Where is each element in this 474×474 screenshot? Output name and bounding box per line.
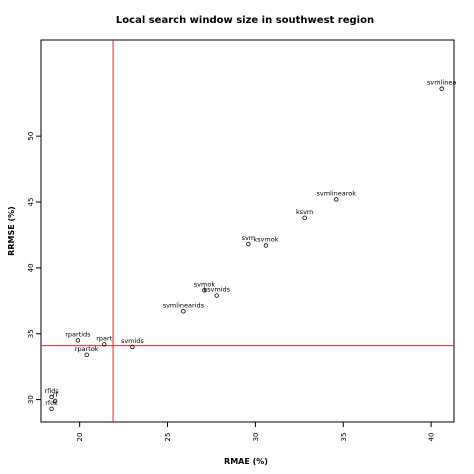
- scatter-point: [214, 293, 219, 298]
- point-label: ksvmok: [253, 235, 278, 243]
- point-label: rf: [53, 391, 59, 399]
- scatter-point: [102, 342, 107, 347]
- x-tick-label: 40: [428, 433, 436, 442]
- scatter-point: [75, 338, 81, 343]
- y-tick-label: 45: [27, 198, 35, 207]
- point-label: svm: [242, 234, 256, 242]
- point-label: rpartok: [75, 345, 99, 353]
- point-label: ksvm: [296, 208, 313, 216]
- point-label: svmlinearok: [316, 189, 356, 197]
- y-tick-label: 40: [27, 263, 35, 272]
- scatter-point: [130, 344, 135, 350]
- scatter-point: [181, 309, 186, 314]
- point-label: rpart: [96, 334, 112, 342]
- scatter-point: [439, 86, 444, 91]
- x-axis-label: RMAE (%): [224, 457, 268, 466]
- point-label: svmlinea: [427, 79, 456, 87]
- point-label: svmlinearids: [163, 301, 205, 309]
- y-axis: 30 35 40 45 50: [27, 132, 41, 404]
- point-label: ksvmids: [203, 286, 230, 294]
- scatter-point: [334, 197, 339, 202]
- scatter-point: [49, 406, 54, 412]
- scatter-point: [202, 288, 207, 293]
- scatter-point: [49, 394, 54, 400]
- x-axis: 20 25 30 35 40: [76, 422, 436, 442]
- y-axis-label: RRMSE (%): [7, 206, 16, 256]
- scatter-point: [302, 215, 307, 221]
- x-tick-label: 20: [76, 433, 84, 442]
- point-label: svmok: [194, 280, 216, 288]
- point-label: rfids: [44, 387, 59, 395]
- scatter-point: [52, 398, 58, 404]
- point-label: rpartids: [65, 330, 91, 338]
- x-tick-label: 30: [252, 433, 260, 442]
- plot-frame: [40, 39, 455, 423]
- point-label: svmids: [121, 337, 144, 345]
- point-label: rfok: [45, 399, 58, 407]
- chart-title: Local search window size in southwest re…: [116, 15, 374, 26]
- scatter-point: [246, 241, 251, 247]
- y-tick-label: 35: [27, 329, 35, 338]
- scatter-point: [263, 243, 269, 248]
- x-tick-label: 25: [164, 433, 172, 442]
- x-tick-label: 35: [340, 433, 348, 442]
- y-tick-label: 30: [27, 395, 35, 404]
- scatter-point: [84, 352, 89, 358]
- y-tick-label: 50: [27, 132, 35, 141]
